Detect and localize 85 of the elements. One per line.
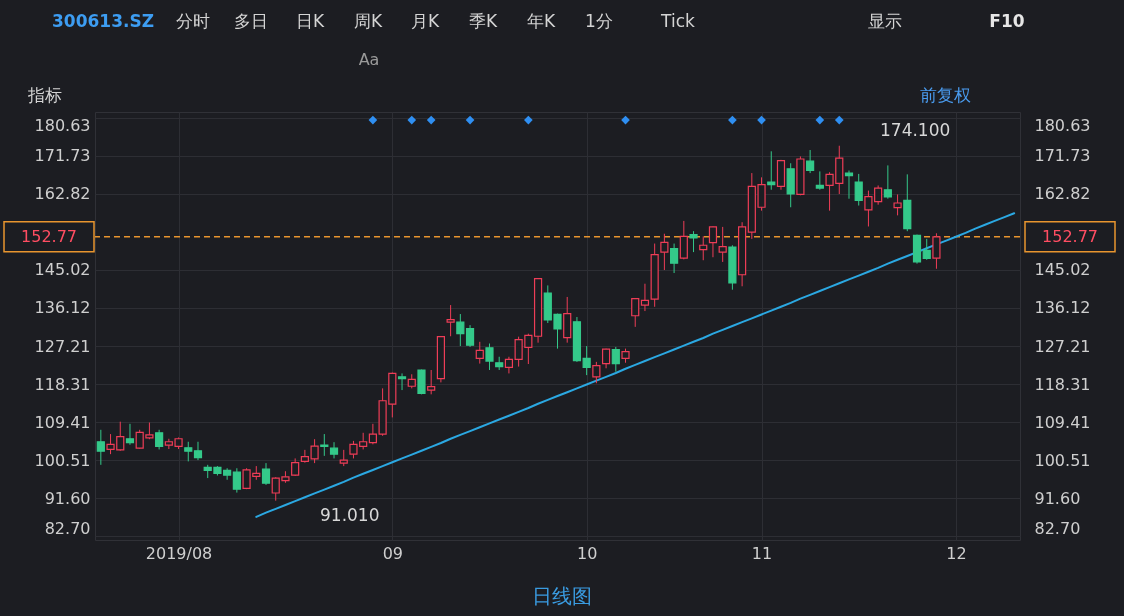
candlestick <box>465 324 475 348</box>
chart-title: 300613.SZ <box>52 11 154 31</box>
candlestick <box>184 441 193 462</box>
y-tick-label: 136.12 <box>34 298 91 318</box>
y-tick-label: 82.70 <box>44 518 91 538</box>
candlestick <box>670 243 679 274</box>
text: 显示 <box>868 11 902 31</box>
y-tick-label: 127.21 <box>34 336 91 356</box>
text: Aa <box>358 50 380 69</box>
text: F10 <box>989 11 1025 31</box>
y-tick-label: 171.73 <box>34 146 91 166</box>
candlestick <box>563 296 572 344</box>
candlestick <box>631 297 640 328</box>
y-tick-label: 91.60 <box>44 488 91 508</box>
candlestick <box>718 226 727 263</box>
text: 月K <box>410 11 440 31</box>
candlestick <box>806 149 815 174</box>
candlestick <box>601 348 611 369</box>
candlestick <box>611 346 620 373</box>
text: 日线图 <box>532 584 592 608</box>
x-tick-label: 12 <box>946 543 967 563</box>
candlestick <box>708 225 718 258</box>
y-tick-label: 145.02 <box>34 260 91 280</box>
y2-tick-label: 118.31 <box>1034 374 1091 394</box>
text: 分时 <box>176 11 210 31</box>
text: 指标 <box>27 85 62 105</box>
candlestick <box>922 238 931 261</box>
candlestick <box>689 230 698 253</box>
candlestick <box>932 232 941 270</box>
y2-tick-label: 180.63 <box>1034 116 1091 136</box>
x-tick-label: 10 <box>576 543 598 563</box>
y2-tick-label: 136.12 <box>1034 298 1091 318</box>
candlestick <box>640 283 650 312</box>
y-tick-label: 162.82 <box>34 184 91 204</box>
y-tick-label: 109.41 <box>34 412 91 432</box>
y2-tick-label: 127.21 <box>1034 336 1091 356</box>
text: Tick <box>660 11 696 31</box>
candlestick <box>427 369 436 395</box>
candlestick <box>193 441 203 461</box>
candlestick <box>660 233 669 271</box>
text: 周K <box>353 11 383 31</box>
text: 日K <box>295 11 325 31</box>
candlestick <box>155 429 164 450</box>
text: 1分 <box>585 11 613 31</box>
y-tick-label: 180.63 <box>34 116 91 136</box>
y2-tick-label: 162.82 <box>1034 184 1091 204</box>
text: 季K <box>468 11 498 31</box>
text: 前复权 <box>919 85 971 105</box>
candlestick <box>815 170 824 191</box>
candlestick <box>893 193 902 216</box>
y2-tick-label: 109.41 <box>1034 412 1091 432</box>
x-tick-label: 11 <box>751 543 773 563</box>
candlestick <box>854 173 863 207</box>
y2-tick-label: 91.60 <box>1034 488 1081 508</box>
candlestick <box>767 150 776 191</box>
y2-tick-label: 82.70 <box>1034 518 1081 538</box>
x-tick-label: 2019/08 <box>145 543 213 563</box>
candlestick <box>679 220 688 260</box>
candlestick <box>883 164 892 200</box>
y2-tick-label: 171.73 <box>1034 146 1091 166</box>
annotation: 91.010 <box>320 505 380 525</box>
candlestick <box>125 423 135 446</box>
y2-tick-label: 100.51 <box>1034 450 1091 470</box>
candlestick <box>446 304 455 337</box>
candlestick <box>592 361 601 384</box>
candlestick <box>96 429 105 466</box>
text: 年K <box>526 11 556 31</box>
y-tick-label: 118.31 <box>34 374 91 394</box>
candlestick <box>329 441 339 459</box>
ref-line-label: 152.77 <box>21 226 77 246</box>
candlestick <box>456 313 465 347</box>
candlestick <box>485 343 494 371</box>
candlestick <box>261 462 271 486</box>
text: 152.77 <box>1042 226 1098 246</box>
candlestick <box>475 341 484 365</box>
candlestick <box>397 372 407 391</box>
candlestick <box>699 235 708 261</box>
text: 多日 <box>234 11 268 31</box>
y-tick-label: 100.51 <box>34 450 91 470</box>
x-tick-label: 09 <box>382 543 403 563</box>
candlestick <box>844 170 854 200</box>
candlestick <box>232 467 241 494</box>
annotation: 174.100 <box>880 120 951 140</box>
candlestick <box>417 369 426 395</box>
y2-tick-label: 145.02 <box>1034 260 1091 280</box>
